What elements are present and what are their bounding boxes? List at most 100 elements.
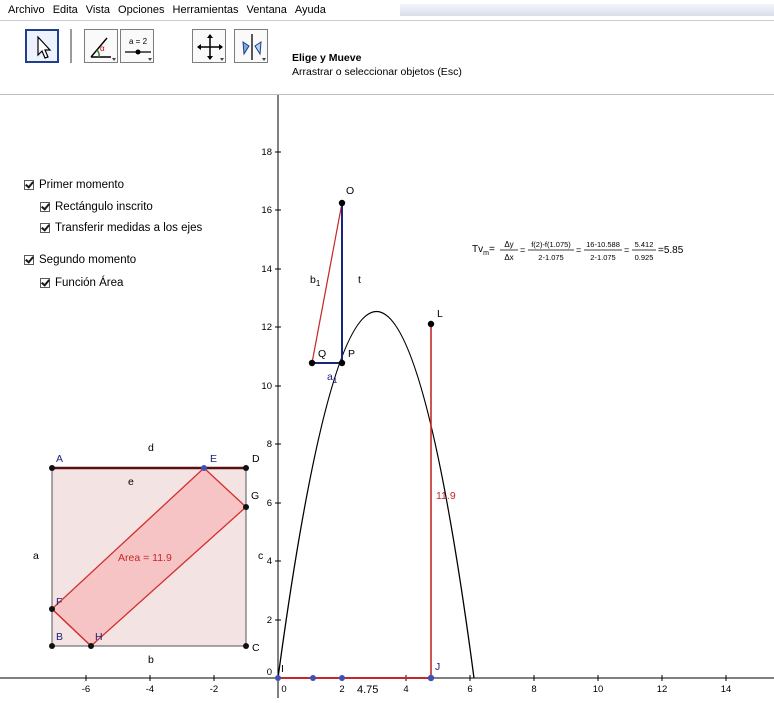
y-tick-label: 6 bbox=[267, 498, 272, 509]
checkbox-label: Rectángulo inscrito bbox=[55, 201, 153, 213]
x-tick-label: -6 bbox=[82, 684, 90, 695]
checkbox-box[interactable] bbox=[40, 278, 50, 288]
y-tick-label: 4 bbox=[267, 556, 272, 567]
reflect-tool-button[interactable] bbox=[234, 29, 268, 63]
label-q: Q bbox=[318, 348, 326, 360]
x-tick-label: 4 bbox=[403, 684, 408, 695]
slider-icon-label: a = 2 bbox=[129, 37, 148, 46]
move-tool-button[interactable] bbox=[25, 29, 59, 63]
point-p[interactable] bbox=[338, 359, 346, 367]
y-tick-label: 0 bbox=[267, 667, 272, 678]
menu-vista[interactable]: Vista bbox=[85, 4, 111, 16]
label-b-point: B bbox=[56, 631, 63, 643]
label-h-point: H bbox=[95, 631, 103, 643]
checkbox-label: Primer momento bbox=[39, 179, 124, 191]
label-c-point: C bbox=[252, 642, 260, 654]
label-b-segment: b bbox=[148, 654, 154, 666]
tv-formula: Tvm= Δy Δx = f(2)-f(1.075) 2-1.075 = 16-… bbox=[472, 240, 684, 262]
checkbox-box[interactable] bbox=[40, 223, 50, 233]
y-tick-label: 10 bbox=[261, 381, 272, 392]
checkbox-funcion-area[interactable]: Función Área bbox=[40, 277, 123, 289]
frac2-den: 2-1.075 bbox=[538, 253, 563, 262]
x-tick-label: 6 bbox=[467, 684, 472, 695]
frac1-num: Δy bbox=[504, 240, 513, 249]
menu-ayuda[interactable]: Ayuda bbox=[294, 4, 326, 16]
label-t: t bbox=[358, 274, 361, 286]
y-tick-label: 2 bbox=[267, 615, 272, 626]
label-d-point: D bbox=[252, 453, 260, 465]
move-view-icon bbox=[197, 34, 224, 61]
equals-sign: = bbox=[624, 245, 629, 255]
menu-edita[interactable]: Edita bbox=[52, 4, 78, 16]
checkbox-segundo-momento[interactable]: Segundo momento bbox=[24, 254, 136, 266]
label-j: J bbox=[435, 661, 440, 673]
point-g[interactable] bbox=[243, 504, 249, 510]
frac3-den: 2-1.075 bbox=[590, 253, 615, 262]
label-e-segment: e bbox=[128, 476, 134, 488]
point-c[interactable] bbox=[243, 643, 249, 649]
point-f[interactable] bbox=[49, 606, 55, 612]
angle-icon: α bbox=[90, 37, 116, 61]
checkbox-label: Segundo momento bbox=[39, 254, 137, 266]
toolbar-separator bbox=[70, 29, 72, 63]
point-b[interactable] bbox=[49, 643, 55, 649]
tv-label: Tvm= bbox=[472, 244, 495, 257]
point-on-axis[interactable] bbox=[339, 675, 345, 681]
label-f-point: F bbox=[56, 596, 62, 608]
label-i: I bbox=[281, 663, 284, 675]
x-tick-label: 12 bbox=[657, 684, 668, 695]
arrow-cursor-icon bbox=[37, 35, 52, 59]
checkbox-box[interactable] bbox=[24, 180, 34, 190]
label-x-value: 4.75 bbox=[357, 684, 378, 696]
menu-ventana[interactable]: Ventana bbox=[246, 4, 287, 16]
point-l[interactable] bbox=[427, 320, 435, 328]
label-o: O bbox=[346, 185, 354, 197]
y-tick-labels: 0 2 4 6 8 10 12 14 16 18 bbox=[261, 147, 281, 678]
point-e[interactable] bbox=[201, 465, 207, 471]
label-a-segment: a bbox=[33, 550, 39, 562]
point-o[interactable] bbox=[338, 199, 346, 207]
move-view-tool-button[interactable] bbox=[192, 29, 226, 63]
y-tick-label: 18 bbox=[261, 147, 272, 158]
menu-archivo[interactable]: Archivo bbox=[8, 4, 45, 16]
equals-sign: = bbox=[520, 245, 525, 255]
point-j[interactable] bbox=[427, 674, 435, 682]
graphics-view[interactable]: -6 -4 -2 0 2 4 6 8 10 12 14 0 2 4 6 8 10… bbox=[0, 95, 774, 698]
x-tick-label: 0 bbox=[281, 684, 286, 695]
checkbox-rectangulo-inscrito[interactable]: Rectángulo inscrito bbox=[40, 201, 153, 213]
label-g-point: G bbox=[251, 490, 259, 502]
x-tick-label: -4 bbox=[146, 684, 154, 695]
graphics-canvas[interactable]: -6 -4 -2 0 2 4 6 8 10 12 14 0 2 4 6 8 10… bbox=[0, 95, 774, 698]
checkbox-label: Función Área bbox=[55, 277, 124, 289]
angle-tool-button[interactable]: α bbox=[84, 29, 118, 63]
frac4-den: 0.925 bbox=[635, 253, 654, 262]
checkbox-transferir-medidas[interactable]: Transferir medidas a los ejes bbox=[40, 222, 202, 234]
frac4-num: 5.412 bbox=[635, 240, 654, 249]
frac3-num: 16-10.588 bbox=[586, 240, 620, 249]
parabola-curve[interactable] bbox=[277, 311, 475, 679]
frac1-den: Δx bbox=[504, 253, 513, 262]
secant-segment bbox=[311, 202, 343, 364]
point-d[interactable] bbox=[243, 465, 249, 471]
point-a[interactable] bbox=[49, 465, 55, 471]
y-tick-label: 16 bbox=[261, 205, 272, 216]
menu-bar-fill bbox=[400, 4, 774, 16]
slider-tool-button[interactable]: a = 2 bbox=[120, 29, 154, 63]
checkbox-primer-momento[interactable]: Primer momento bbox=[24, 179, 124, 191]
checkbox-box[interactable] bbox=[24, 255, 34, 265]
menu-herramientas[interactable]: Herramientas bbox=[172, 4, 239, 16]
svg-text:α: α bbox=[100, 44, 105, 53]
reflect-icon bbox=[242, 34, 266, 61]
menu-opciones[interactable]: Opciones bbox=[118, 4, 165, 16]
frac2-num: f(2)-f(1.075) bbox=[531, 240, 571, 249]
checkbox-box[interactable] bbox=[40, 202, 50, 212]
label-e-point: E bbox=[210, 453, 217, 465]
point-i[interactable] bbox=[275, 675, 281, 681]
point-on-axis[interactable] bbox=[310, 675, 316, 681]
label-p: P bbox=[348, 348, 355, 360]
tv-result: =5.85 bbox=[658, 245, 684, 256]
label-a1: a1 bbox=[327, 371, 338, 385]
point-q[interactable] bbox=[308, 359, 316, 367]
label-l: L bbox=[437, 308, 443, 320]
point-h[interactable] bbox=[88, 643, 94, 649]
